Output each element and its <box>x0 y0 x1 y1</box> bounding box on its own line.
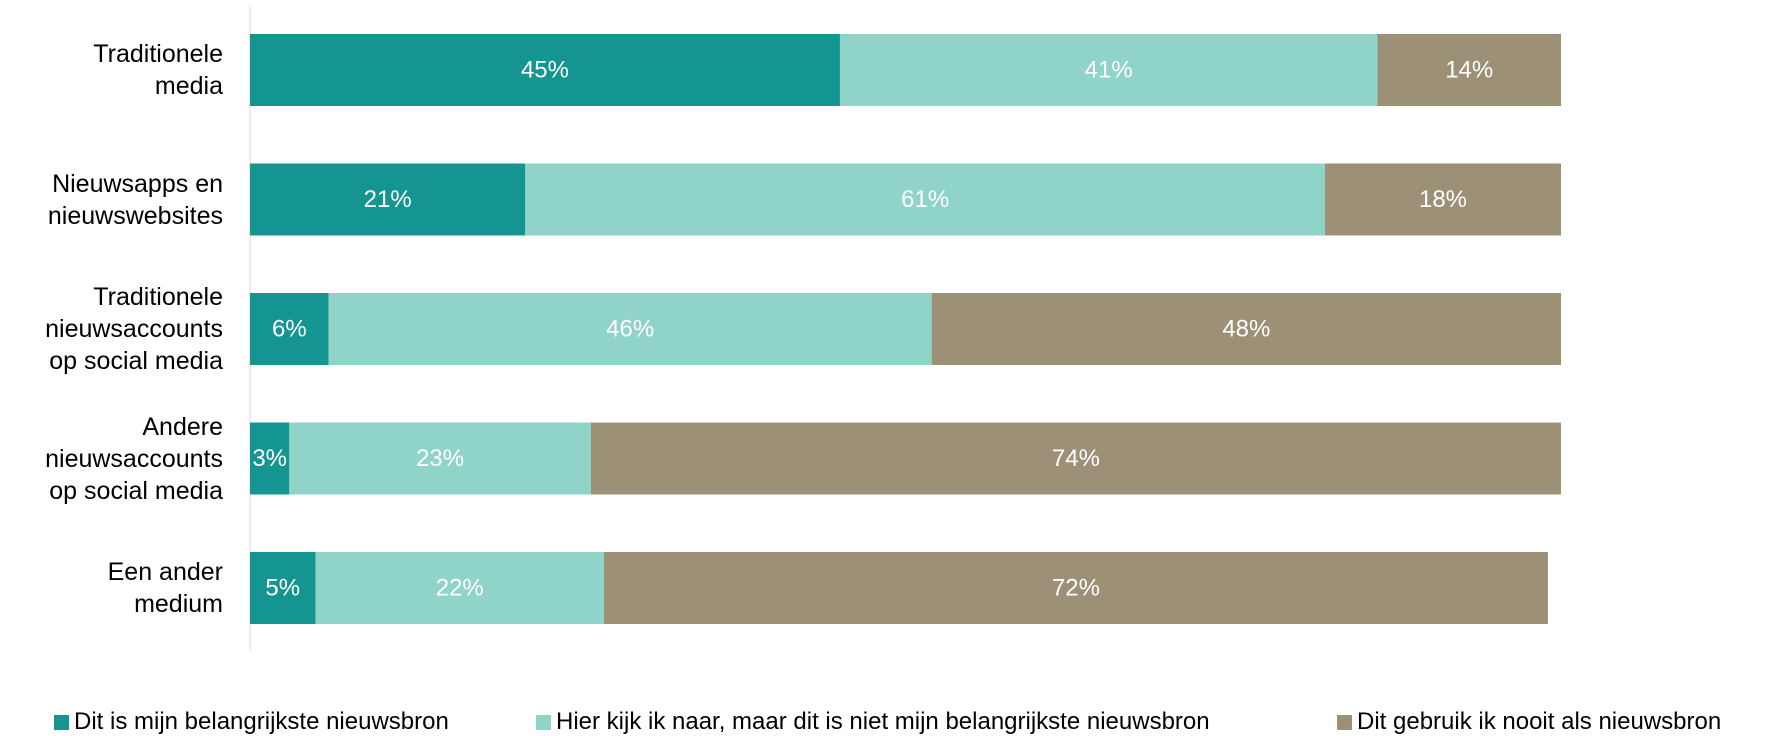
data-label: 14% <box>1445 56 1493 83</box>
data-label: 45% <box>521 56 569 83</box>
bar-segment <box>590 422 1561 495</box>
bar-segment <box>289 422 591 495</box>
data-label: 6% <box>272 315 307 342</box>
legend-swatch <box>1337 714 1352 730</box>
bar-segment <box>250 293 329 365</box>
legend-label: Hier kijk ik naar, maar dit is niet mijn… <box>556 708 1210 735</box>
bar-segment <box>250 422 290 495</box>
data-label: 5% <box>265 574 300 601</box>
legend-label: Dit is mijn belangrijkste nieuwsbron <box>74 708 449 735</box>
bar-segment <box>328 293 932 365</box>
legend-item: Dit gebruik ik nooit als nieuwsbron <box>1337 708 1721 736</box>
category-label: Traditionele nieuwsaccounts op social me… <box>45 283 223 375</box>
bar-segment <box>250 34 840 106</box>
category-label: Andere nieuwsaccounts op social media <box>45 412 223 505</box>
bar-segment <box>1377 34 1561 106</box>
bar-segment <box>1325 163 1561 236</box>
category-label: Een ander medium <box>107 558 223 618</box>
legend-item: Dit is mijn belangrijkste nieuwsbron <box>54 708 449 736</box>
bar-segment <box>315 552 604 624</box>
data-label: 18% <box>1419 186 1467 213</box>
data-label: 23% <box>416 445 464 472</box>
data-label: 61% <box>901 186 949 213</box>
data-label: 46% <box>606 315 654 342</box>
legend-item: Hier kijk ik naar, maar dit is niet mijn… <box>536 708 1210 736</box>
legend-swatch <box>54 714 69 730</box>
data-label: 74% <box>1052 445 1100 472</box>
bar-segment <box>839 34 1378 106</box>
data-label: 22% <box>436 574 484 601</box>
bar-segment <box>250 552 316 624</box>
data-label: 21% <box>364 186 412 213</box>
data-label: 72% <box>1052 574 1100 601</box>
bar-segment <box>250 163 526 236</box>
bar-segment <box>931 293 1561 365</box>
data-label: 41% <box>1085 56 1133 83</box>
category-label: Traditionele media <box>93 40 223 100</box>
data-label: 3% <box>252 445 287 472</box>
bar-segment <box>525 163 1326 236</box>
data-label: 48% <box>1222 315 1270 342</box>
category-label: Nieuwsapps en nieuwswebsites <box>47 169 223 230</box>
legend-swatch <box>536 714 551 730</box>
bar-segment <box>603 552 1548 624</box>
legend-label: Dit gebruik ik nooit als nieuwsbron <box>1357 708 1722 735</box>
